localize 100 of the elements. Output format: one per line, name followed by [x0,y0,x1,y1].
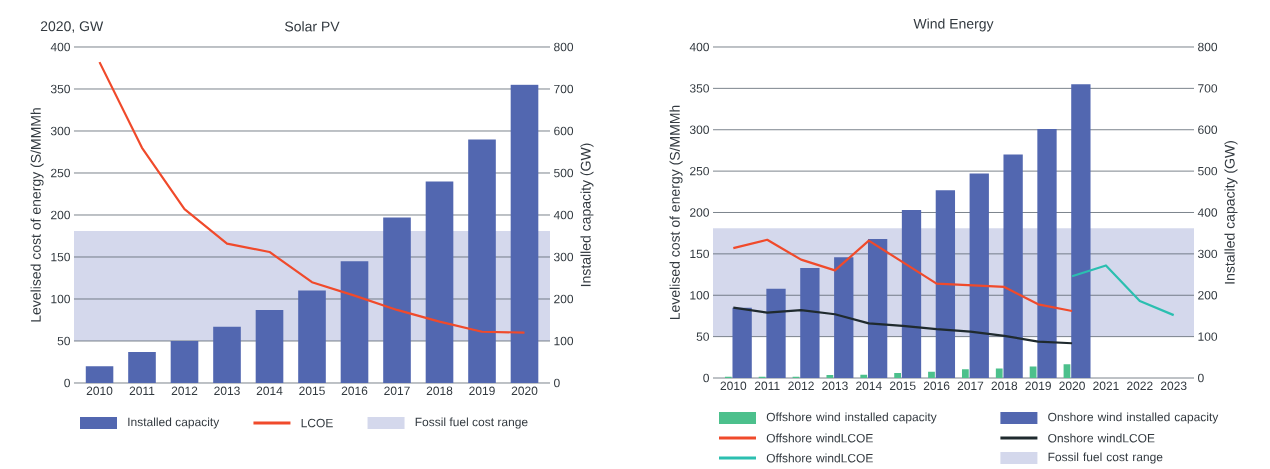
bar [510,84,539,383]
bar [928,371,935,378]
y2-tick-label: 400 [1197,208,1218,217]
y2-tick-label: 700 [1198,84,1218,93]
y-tick-label: 50 [57,336,70,346]
y-tick-label: 400 [50,42,70,52]
y-tick-label: 400 [689,42,709,52]
y-tick-label: 150 [51,252,70,262]
y2-tick-label: 100 [1198,332,1218,341]
text: 2020, GW [40,21,104,33]
bar [860,374,868,378]
bar [961,369,969,378]
bar [826,375,834,378]
y2-tick-label: 300 [1198,249,1218,259]
y-tick-label: 250 [690,166,709,176]
x-tick-label: 2010 [86,386,113,396]
x-tick-label: 2014 [256,386,283,396]
legend-label: Offshore wind installed capacity [766,412,937,424]
bar [383,217,411,383]
x-tick-label: 2020 [1059,381,1085,391]
y2-tick-label: 500 [1198,166,1218,176]
bar [425,181,454,383]
x-tick-label: 2022 [1127,381,1153,391]
y2-tick-label: 100 [554,336,574,346]
legend-label: Onshore wind installed capacity [1048,412,1219,424]
bar [969,173,989,378]
y-tick-label: 200 [690,208,709,217]
bar [213,326,241,383]
y2-tick-label: 300 [553,252,574,262]
x-tick-label: 2018 [426,386,453,396]
y2-tick-label: 500 [554,168,574,178]
x-tick-label: 2018 [991,381,1018,391]
bar [1071,84,1091,378]
legend-label: Fossil fuel cost range [415,417,528,429]
x-tick-label: 2023 [1160,381,1187,391]
x-tick-label: 2012 [171,386,198,396]
x-tick-label: 2011 [129,386,155,396]
x-tick-label: 2021 [1093,381,1119,391]
bar [1063,364,1071,378]
legend-label: Offshore windLCOE [766,433,873,443]
y2-tick-label: 400 [553,210,574,220]
bar [255,309,284,383]
y-tick-label: 0 [64,378,70,388]
x-tick-label: 2017 [957,381,984,391]
y2-tick-label: 800 [554,42,574,52]
x-tick-label: 2015 [299,386,325,396]
bar [867,238,888,378]
y2-tick-label: 200 [554,294,574,304]
chart-title: Wind Energy [913,18,994,32]
bar [894,373,901,378]
bar [170,341,199,383]
bar [340,261,369,383]
y-tick-label: 50 [696,332,710,341]
y2-tick-label: 0 [554,378,560,388]
y-tick-label: 150 [690,249,709,259]
legend-label: Fossil fuel cost range [1048,452,1163,464]
y-tick-label: 250 [51,168,70,178]
bar [800,267,820,378]
y-tick-label: 350 [50,84,70,94]
x-tick-label: 2013 [822,381,848,391]
y-tick-label: 100 [690,291,709,300]
x-tick-label: 2019 [1025,381,1051,391]
bar [298,290,326,383]
x-tick-label: 2014 [856,381,882,391]
legend-label: LCOE [301,418,333,428]
x-tick-label: 2013 [214,386,240,396]
legend-label: Onshore windLCOE [1048,433,1155,443]
y2-tick-label: 600 [554,126,574,136]
y2-tick-label: 200 [1198,291,1218,300]
x-tick-label: 2016 [341,386,368,396]
y2-tick-label: 700 [554,84,574,94]
x-tick-label: 2015 [889,381,916,391]
y-tick-label: 350 [689,84,709,93]
bar [1003,154,1023,378]
x-tick-label: 2011 [754,381,780,391]
line-series [98,61,526,334]
bar [935,190,956,378]
bar [834,257,854,378]
y2-tick-label: 800 [1198,42,1218,52]
y2-axis-title: Installed capacity (GW) [580,143,594,287]
bar [128,351,156,383]
y-axis-title: Levelised cost of energy (S/MMMh [30,108,44,322]
bar [901,210,922,378]
bar [732,307,752,378]
bar [766,288,786,378]
legend-label: Installed capacity [128,417,220,429]
x-tick-label: 2017 [384,386,410,396]
y2-axis-title: Installed capacity (GW) [1224,141,1238,284]
x-tick-label: 2020 [511,386,538,396]
line-series [732,306,1074,345]
y-tick-label: 300 [50,126,70,136]
x-tick-label: 2012 [788,381,814,391]
bar [995,368,1003,378]
y-axis-title: Levelised cost of energy (S/MMMh [669,105,683,320]
x-tick-label: 2010 [720,381,747,391]
y-tick-label: 100 [51,294,70,304]
y-tick-label: 300 [689,125,709,134]
y-tick-label: 0 [703,373,710,383]
legend-label: Offshore windLCOE [766,453,873,463]
line-series [1070,264,1175,317]
